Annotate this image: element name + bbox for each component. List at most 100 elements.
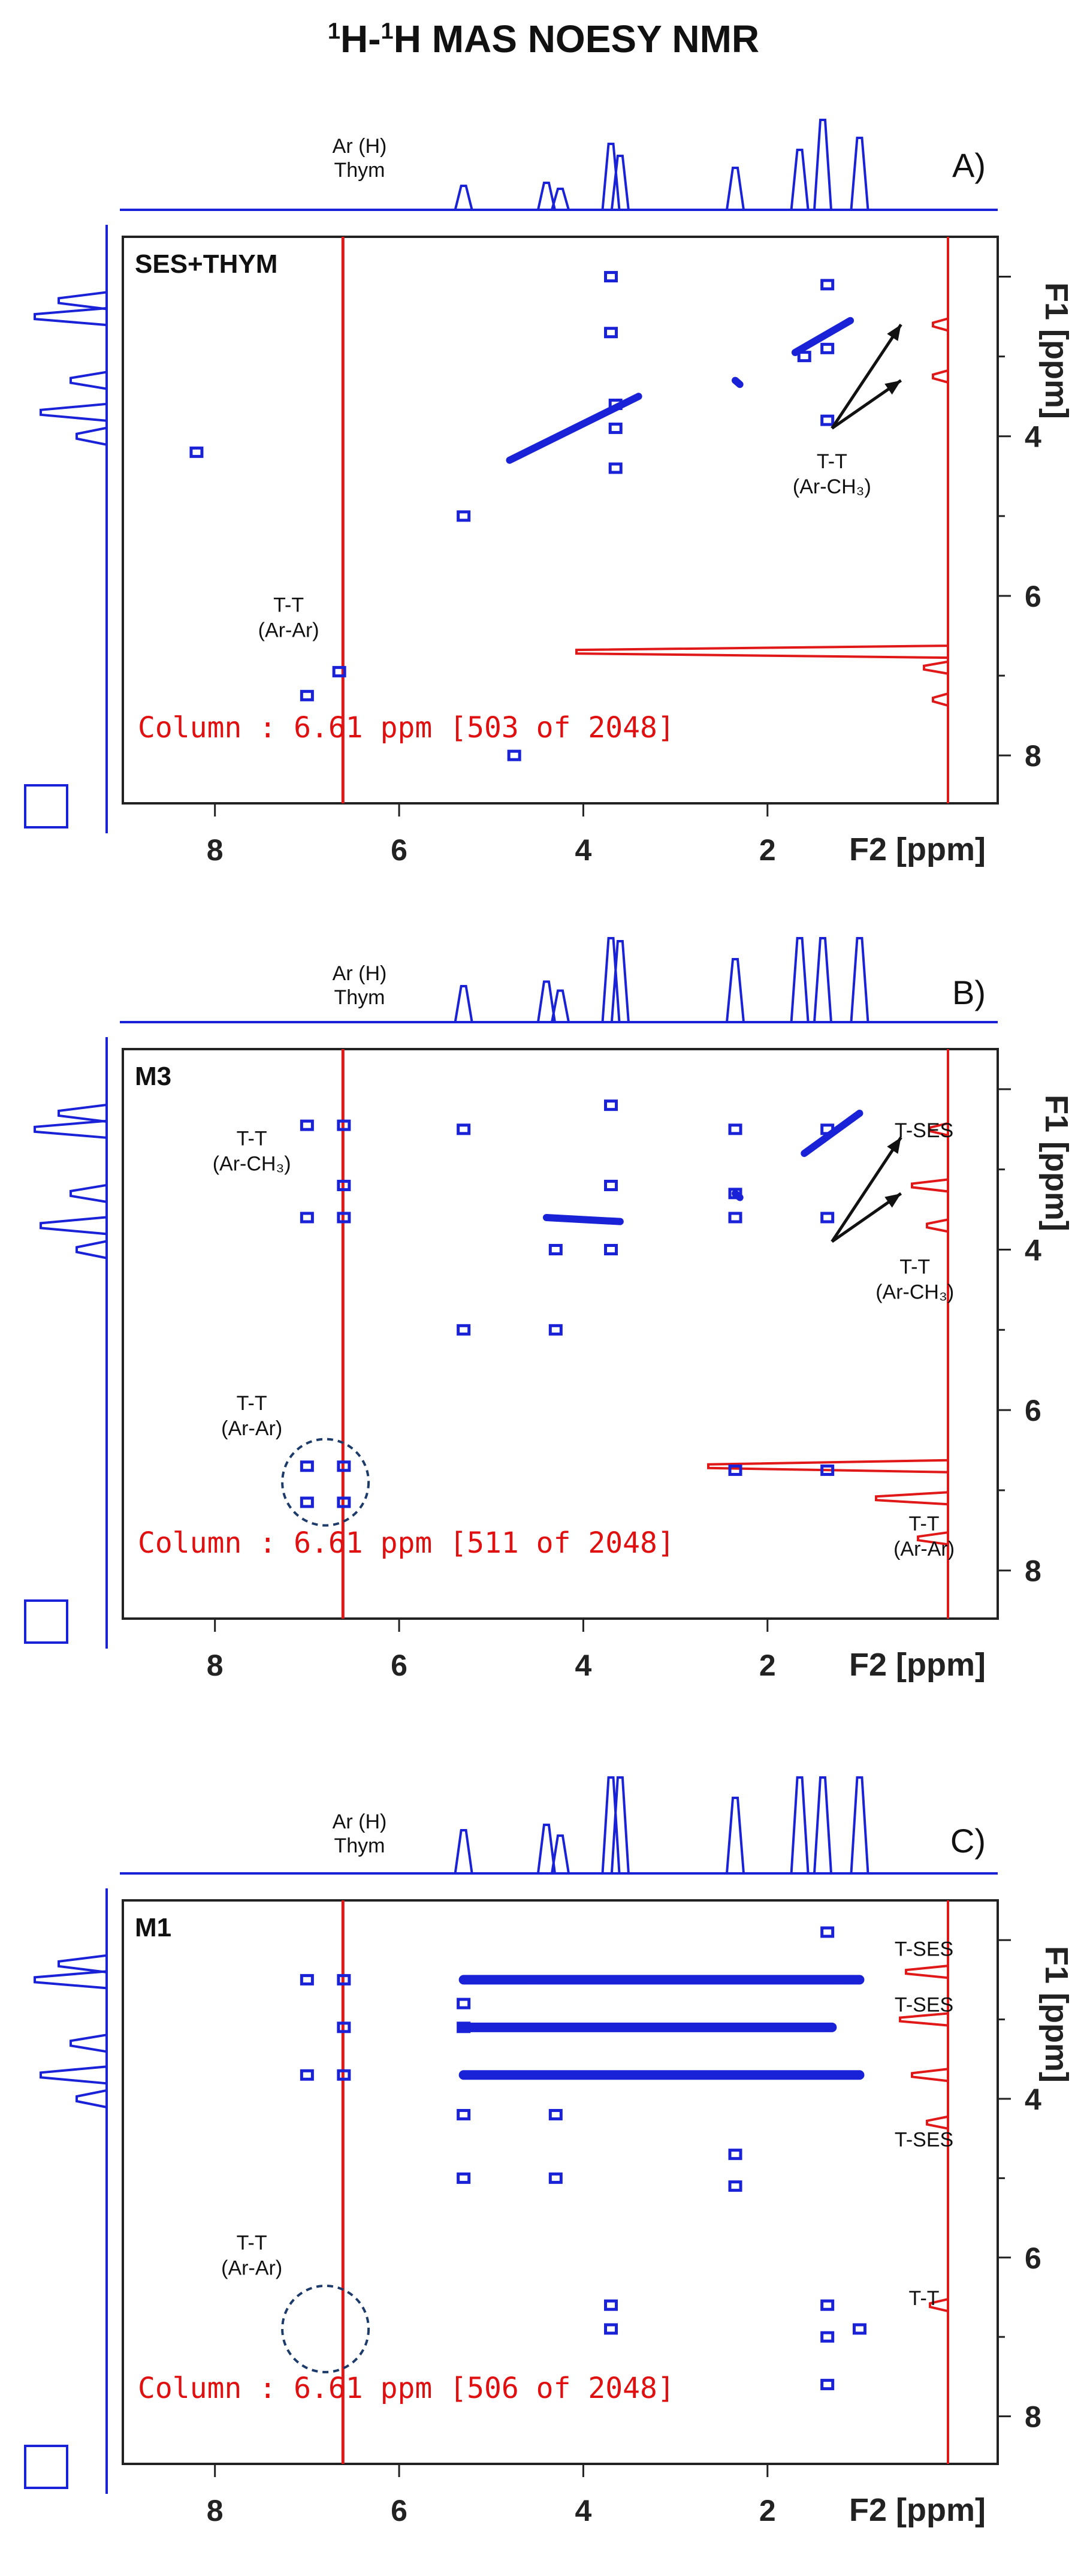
y-tick-label: 4 [1025, 420, 1041, 454]
y-tick-label: 8 [1025, 1554, 1041, 1588]
cross-peak [604, 2323, 618, 2335]
cross-peak [604, 271, 618, 283]
thymol-label-line1: Ar (H) [333, 135, 387, 158]
cross-peak [820, 342, 835, 354]
annotation-tt-ar-ar-left-sub: (Ar-Ar) [221, 2257, 282, 2280]
annotation-tt-ar-ch3-left-sub: (Ar-CH₃) [213, 1153, 291, 1176]
cross-peak [457, 1324, 471, 1336]
x-tick-label: 6 [391, 1649, 407, 1682]
cross-peak [820, 1926, 835, 1938]
annotation-tt-ar-ch3-right: T-T [899, 1256, 930, 1279]
cross-peak [457, 1997, 471, 2009]
plot-frame [122, 1048, 999, 1620]
cross-peak [728, 1188, 742, 1200]
cross-peak [300, 1212, 314, 1224]
arrow-head [884, 1193, 901, 1208]
display-toggle-square [24, 2445, 68, 2489]
cross-peak [457, 2172, 471, 2184]
cross-peak [337, 2069, 351, 2081]
display-toggle-square [24, 1599, 68, 1644]
annotation-tt-ar-ar-left: T-T [237, 1392, 267, 1415]
cross-peak [608, 399, 623, 411]
cross-peak [604, 1179, 618, 1191]
cross-peak [457, 2021, 471, 2033]
column-spectrum [575, 237, 949, 803]
x-tick-label: 2 [759, 2494, 776, 2527]
thymol-label-line2: Thym [334, 1834, 385, 1857]
cross-peak [548, 1324, 563, 1336]
annotation-tt-ar-ar: T-T [273, 594, 304, 617]
cross-peak [457, 1123, 471, 1135]
cross-peak [820, 1123, 835, 1135]
thymol-label-line1: Ar (H) [333, 962, 387, 985]
cross-peak [337, 1460, 351, 1472]
cross-peak [300, 689, 314, 701]
x-tick-label: 2 [759, 833, 776, 867]
left-projection-spectrum [34, 1888, 108, 2494]
nmr-panel-b: 4 6 8 8 6 4 2 F2 [ppm] F1 [ppm] B) M3 Ar (H)Thym Col… [24, 937, 1074, 1683]
cross-peak [728, 2149, 742, 2161]
cross-peak [820, 414, 835, 426]
cross-peak [337, 1212, 351, 1224]
thymol-label-line1: Ar (H) [333, 1810, 387, 1833]
cross-peak [337, 2021, 351, 2033]
nmr-panel-c: 4 6 8 8 6 4 2 F2 [ppm] F1 [ppm] C) M1 Ar (H)Thym Col… [24, 1776, 1074, 2528]
top-projection-spectrum [123, 937, 998, 1023]
y-tick-label: 4 [1025, 2083, 1041, 2116]
x-tick-label: 2 [759, 1649, 776, 1682]
cross-peak [604, 1099, 618, 1111]
cross-peak [189, 446, 204, 458]
panel-letter: C) [950, 1822, 986, 1860]
cross-peak [337, 1119, 351, 1131]
annotation-t-ses: T-SES [895, 1119, 953, 1142]
cross-peak [797, 351, 811, 363]
left-projection-spectrum [34, 1037, 108, 1649]
cross-peak [604, 327, 618, 339]
diagonal-ridge [542, 1213, 624, 1225]
x-axis-title: F2 [ppm] [849, 831, 986, 867]
thymol-label-line2: Thym [334, 986, 385, 1009]
cross-peak [728, 1123, 742, 1135]
annotation-arrow [831, 1136, 902, 1243]
annotation-arrow [831, 324, 902, 429]
top-projection-spectrum [123, 1776, 998, 1875]
x-axis-title: F2 [ppm] [849, 2492, 986, 2528]
annotation-t-t: T-T [909, 2287, 940, 2310]
cross-peak [337, 1179, 351, 1191]
cross-peak [548, 1244, 563, 1256]
y-tick-label: 6 [1025, 1394, 1041, 1427]
arrow-head [884, 380, 901, 395]
annotation-tt-ar-ch3-right-sub: (Ar-CH₃) [875, 1281, 954, 1304]
annotation-tt-ar-ch3-left: T-T [237, 1128, 267, 1150]
y-axis-title: F1 [ppm] [1038, 1095, 1074, 1231]
cross-peak [457, 2108, 471, 2120]
annotation-tt-ar-ar-right: T-T [909, 1513, 940, 1535]
cross-peak [728, 1212, 742, 1224]
plot-frame [122, 1899, 999, 2465]
y-tick-label: 6 [1025, 580, 1041, 613]
column-spectrum [899, 1900, 949, 2464]
sample-name: M3 [135, 1062, 171, 1091]
plot-frame [122, 236, 999, 805]
left-projection-spectrum [34, 225, 108, 833]
y-tick-label: 6 [1025, 2241, 1041, 2275]
cross-peak [337, 1496, 351, 1508]
panel-letter: A) [952, 146, 986, 184]
x-tick-label: 6 [391, 833, 407, 867]
column-spectrum [707, 1049, 949, 1619]
top-projection-spectrum [123, 119, 998, 211]
sample-name: SES+THYM [135, 249, 277, 279]
y-axis-title: F1 [ppm] [1038, 282, 1074, 419]
cross-peak [548, 2172, 563, 2184]
annotation-t-ses-2: T-SES [895, 1993, 953, 2016]
sample-name: M1 [135, 1913, 171, 1942]
column-readout: Column : 6.61 ppm [511 of 2048] [138, 1526, 675, 1560]
cross-peak [820, 2299, 835, 2311]
cross-peak [820, 2379, 835, 2391]
cross-peak [300, 2069, 314, 2081]
cross-peak [507, 749, 521, 761]
y-axis-title: F1 [ppm] [1038, 1946, 1074, 2083]
x-axis-title: F2 [ppm] [849, 1647, 986, 1683]
